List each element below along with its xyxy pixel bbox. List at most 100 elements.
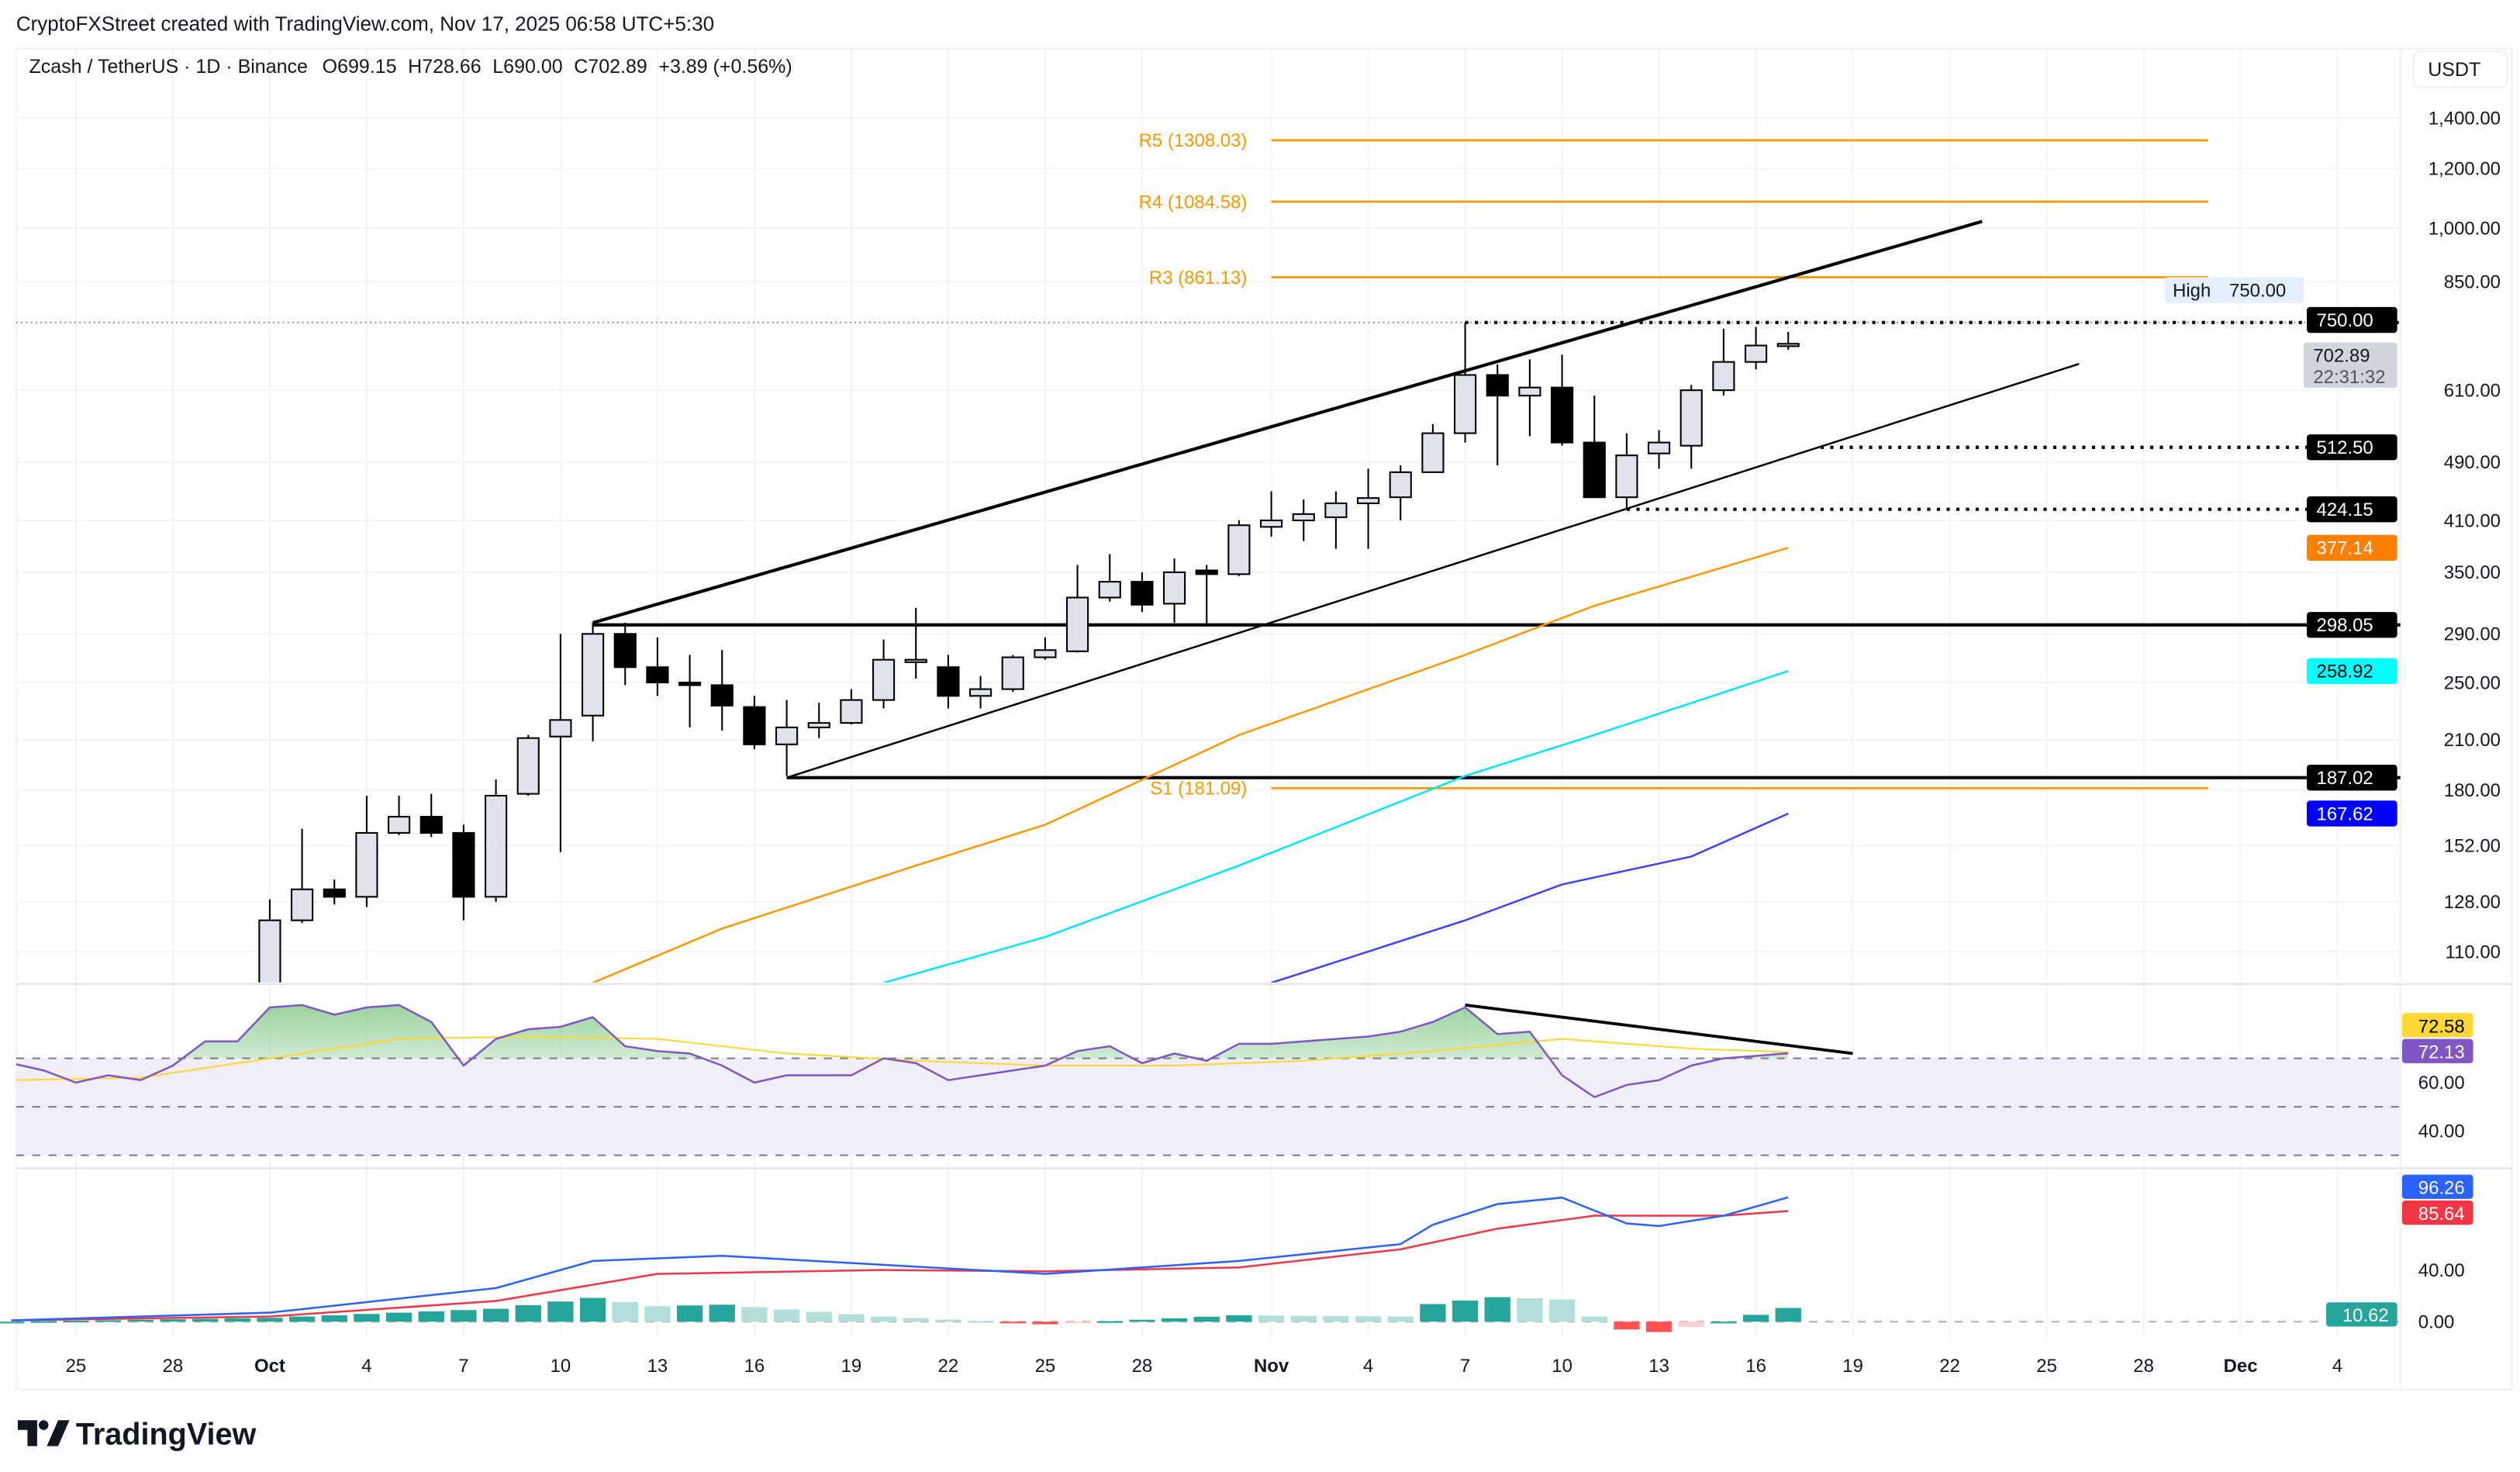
candle[interactable]: [258, 899, 281, 1082]
candle[interactable]: [1421, 423, 1445, 473]
candle-body: [1001, 656, 1024, 690]
candle[interactable]: [678, 655, 702, 727]
ohlc-high: H728.66: [408, 56, 482, 78]
macd-signal-line: [11, 1210, 1789, 1322]
candle[interactable]: [1551, 354, 1574, 446]
logo-text: TradingView: [76, 1418, 257, 1452]
candle[interactable]: [323, 879, 346, 905]
macd-histogram-bar: [0, 1322, 25, 1324]
candle[interactable]: [1712, 328, 1735, 396]
candle[interactable]: [1518, 359, 1541, 437]
x-tick-label: Oct: [254, 1356, 285, 1377]
candle[interactable]: [1389, 465, 1412, 521]
candle[interactable]: [646, 637, 669, 696]
grid: [16, 48, 2512, 1390]
candle[interactable]: [1001, 655, 1024, 693]
price-pane[interactable]: R5 (1308.03) R4 (1084.58) R3 (861.13) S1 (1…: [16, 130, 2401, 1081]
rsi-pane[interactable]: [12, 1004, 2401, 1156]
macd-histogram-bar: [903, 1318, 929, 1322]
candle[interactable]: [613, 623, 637, 686]
candle-body: [678, 682, 702, 686]
x-tick-label: 28: [163, 1356, 184, 1377]
candle[interactable]: [775, 700, 799, 776]
candle[interactable]: [1292, 499, 1315, 541]
macd-tag: [2401, 1200, 2473, 1225]
candle-body: [1324, 502, 1348, 518]
candle[interactable]: [1648, 430, 1671, 469]
candle[interactable]: [1776, 332, 1800, 351]
candle-body: [613, 633, 637, 669]
macd-histogram-bar: [1678, 1322, 1704, 1327]
candle-body: [291, 888, 314, 921]
candle[interactable]: [872, 639, 896, 709]
price-tag: [2307, 658, 2397, 684]
macd-histogram-bar: [288, 1316, 316, 1322]
price-tag: [2307, 496, 2397, 523]
candle[interactable]: [1679, 385, 1703, 469]
candle[interactable]: [582, 623, 605, 741]
candle[interactable]: [1034, 637, 1057, 660]
candle-body: [388, 816, 411, 834]
candle[interactable]: [1454, 322, 1477, 443]
candle[interactable]: [388, 795, 411, 835]
x-tick-label: 4: [361, 1356, 371, 1377]
high-tag: [2164, 277, 2304, 303]
x-tick-label: 16: [1745, 1356, 1766, 1377]
candle[interactable]: [710, 650, 734, 731]
candle[interactable]: [291, 828, 314, 924]
macd-histogram-bar: [30, 1321, 57, 1323]
candle[interactable]: [1583, 396, 1606, 499]
candle[interactable]: [807, 703, 830, 738]
candle[interactable]: [743, 696, 766, 749]
candle[interactable]: [1357, 468, 1380, 549]
candle-body: [1389, 471, 1412, 499]
currency-button[interactable]: USDT: [2412, 50, 2508, 88]
price-tag-label: 187.02: [2317, 768, 2373, 789]
candle[interactable]: [1163, 558, 1186, 624]
candle[interactable]: [1615, 433, 1638, 510]
x-tick-label: 25: [2036, 1356, 2057, 1377]
candle-body: [872, 658, 896, 701]
candle[interactable]: [1131, 572, 1154, 613]
macd-histogram-bar: [1064, 1322, 1091, 1324]
candle-body: [452, 831, 475, 898]
candle[interactable]: [452, 824, 475, 921]
x-tick-label: 4: [1363, 1356, 1373, 1377]
rsi-ma-tag: [2401, 1013, 2473, 1038]
candle[interactable]: [1098, 554, 1121, 602]
price-tag-label: 298.05: [2317, 615, 2373, 636]
candle[interactable]: [1324, 491, 1348, 549]
candle-body: [1776, 343, 1800, 347]
candle[interactable]: [516, 734, 540, 796]
x-tick-label: 10: [551, 1356, 571, 1377]
candle-body: [1583, 441, 1606, 499]
channel-trendline: [592, 219, 1983, 625]
macd-histogram-bar: [1581, 1316, 1607, 1322]
macd-tag: [2401, 1174, 2473, 1199]
macd-pane[interactable]: [0, 1196, 2401, 1332]
candle[interactable]: [355, 795, 378, 907]
candle[interactable]: [840, 689, 863, 725]
candle[interactable]: [485, 779, 508, 902]
macd-histogram-bar: [676, 1305, 703, 1322]
candle[interactable]: [904, 607, 927, 679]
candle[interactable]: [1227, 520, 1251, 576]
y-tick-label: 210.00: [2444, 730, 2501, 751]
candle[interactable]: [1745, 327, 1768, 370]
candle[interactable]: [549, 634, 572, 852]
candle-body: [1260, 519, 1283, 528]
price-tag: [2303, 342, 2397, 389]
candle[interactable]: [937, 655, 960, 709]
x-tick-label: 4: [2332, 1356, 2342, 1377]
candle[interactable]: [1066, 565, 1089, 653]
candle[interactable]: [969, 676, 992, 709]
candle[interactable]: [1486, 364, 1509, 466]
x-tick-label: 19: [841, 1356, 862, 1377]
macd-histogram-bar: [1290, 1315, 1317, 1322]
macd-histogram-bar: [1387, 1316, 1414, 1322]
candle[interactable]: [1260, 491, 1283, 537]
candle[interactable]: [419, 793, 443, 838]
x-tick-label: 22: [938, 1356, 959, 1377]
rsi-value: 72.13: [2418, 1042, 2465, 1063]
candle[interactable]: [1195, 565, 1218, 627]
